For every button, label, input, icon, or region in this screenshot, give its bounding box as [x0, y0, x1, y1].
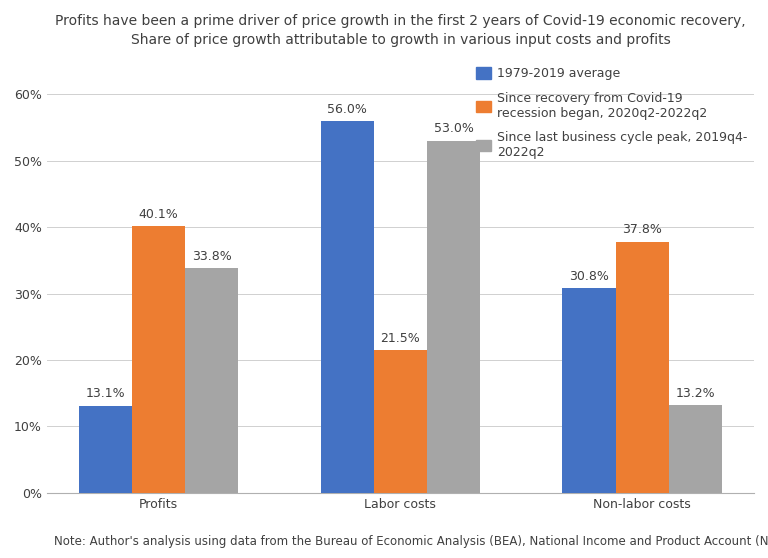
- Bar: [185, 268, 238, 493]
- Text: 21.5%: 21.5%: [381, 331, 420, 345]
- Bar: [562, 288, 616, 493]
- Text: 13.2%: 13.2%: [676, 387, 715, 400]
- Text: 53.0%: 53.0%: [434, 122, 474, 136]
- Bar: [321, 121, 374, 493]
- Text: 13.1%: 13.1%: [86, 387, 125, 401]
- Bar: [616, 242, 669, 493]
- Legend: 1979-2019 average, Since recovery from Covid-19
recession began, 2020q2-2022q2, : 1979-2019 average, Since recovery from C…: [476, 68, 748, 159]
- Text: Note: Author's analysis using data from the Bureau of Economic Analysis (BEA), N: Note: Author's analysis using data from …: [54, 535, 768, 548]
- Text: 33.8%: 33.8%: [192, 250, 232, 263]
- Text: 30.8%: 30.8%: [569, 270, 609, 283]
- Bar: [132, 227, 185, 493]
- Bar: [79, 406, 132, 493]
- Bar: [427, 141, 480, 493]
- Title: Profits have been a prime driver of price growth in the first 2 years of Covid-1: Profits have been a prime driver of pric…: [55, 14, 746, 47]
- Bar: [669, 405, 722, 493]
- Text: 40.1%: 40.1%: [139, 208, 178, 221]
- Text: 37.8%: 37.8%: [622, 223, 662, 237]
- Bar: [374, 350, 427, 493]
- Text: 56.0%: 56.0%: [327, 103, 367, 116]
